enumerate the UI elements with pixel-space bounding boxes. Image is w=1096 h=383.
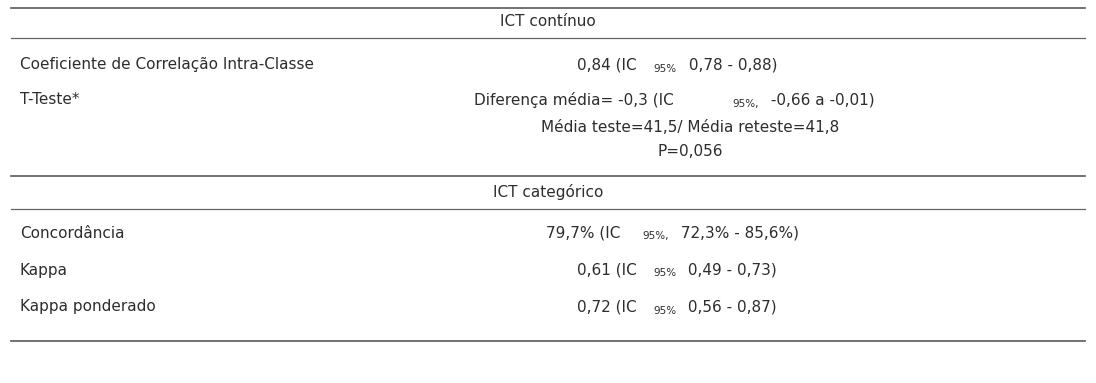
Text: -0,66 a -0,01): -0,66 a -0,01) [766,93,875,108]
Text: Diferença média= -0,3 (IC: Diferença média= -0,3 (IC [475,92,674,108]
Text: 0,49 - 0,73): 0,49 - 0,73) [684,262,777,278]
Text: Kappa: Kappa [20,262,68,278]
Text: 0,72 (IC: 0,72 (IC [576,300,637,314]
Text: 0,78 - 0,88): 0,78 - 0,88) [684,57,777,72]
Text: 0,84 (IC: 0,84 (IC [576,57,637,72]
Text: Média teste=41,5/ Média reteste=41,8: Média teste=41,5/ Média reteste=41,8 [541,121,840,136]
Text: 95%,: 95%, [642,231,669,242]
Text: 95%: 95% [653,268,676,278]
Text: 95%: 95% [653,64,677,74]
Text: Concordância: Concordância [20,226,124,241]
Text: P=0,056: P=0,056 [658,144,723,159]
Text: T-Teste*: T-Teste* [20,93,79,108]
Text: Coeficiente de Correlação Intra-Classe: Coeficiente de Correlação Intra-Classe [20,57,313,72]
Text: Kappa ponderado: Kappa ponderado [20,300,156,314]
Text: 79,7% (IC: 79,7% (IC [546,226,620,241]
Text: 0,61 (IC: 0,61 (IC [576,262,637,278]
Text: 72,3% - 85,6%): 72,3% - 85,6%) [676,226,799,241]
Text: ICT contínuo: ICT contínuo [500,15,596,29]
Text: 95%,: 95%, [732,98,758,108]
Text: 0,56 - 0,87): 0,56 - 0,87) [684,300,777,314]
Text: 95%: 95% [653,306,676,316]
Text: ICT categórico: ICT categórico [493,184,603,200]
